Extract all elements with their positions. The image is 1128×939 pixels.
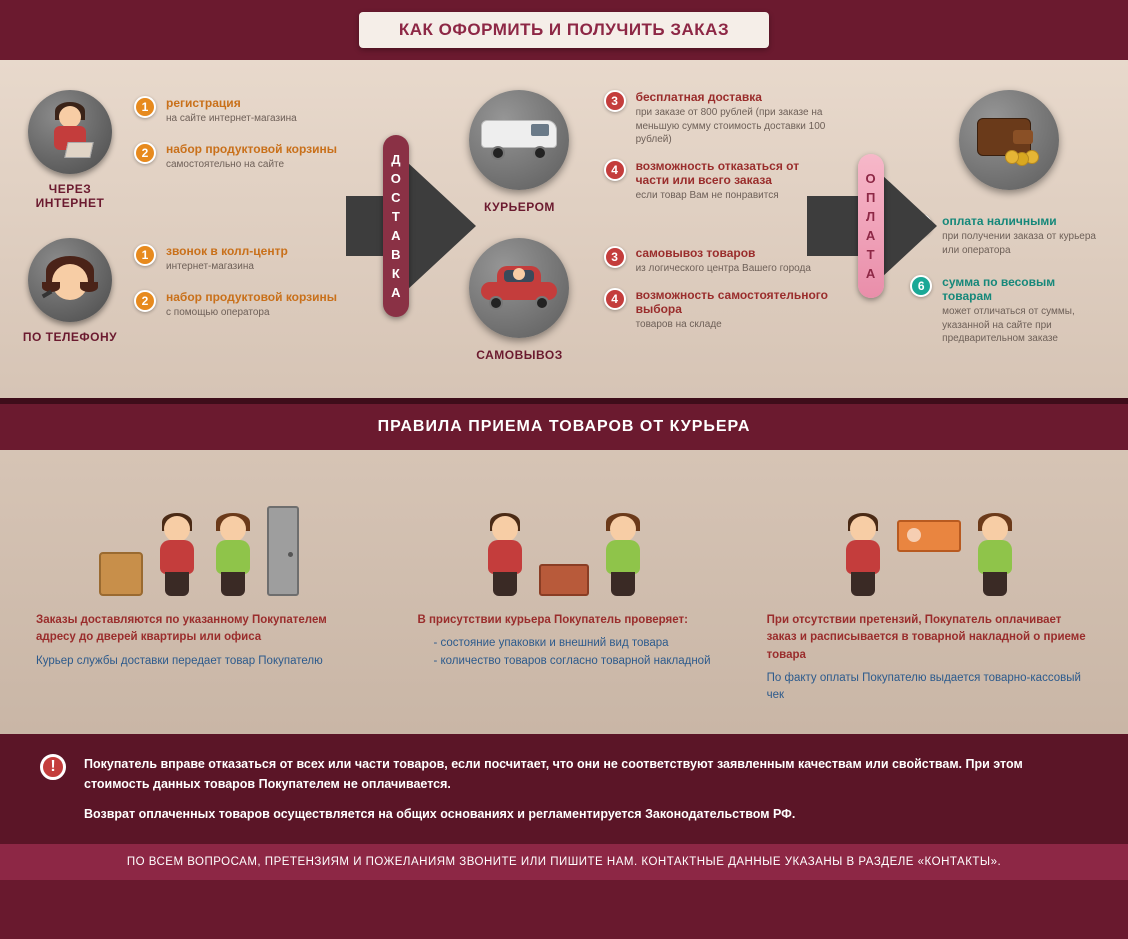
payment-column: 5 оплата наличными при получении заказа …: [910, 90, 1108, 362]
order-flow-section: ЧЕРЕЗ ИНТЕРНЕТ 1 регистрация на сайте ин…: [0, 60, 1128, 398]
method-internet-steps: 1 регистрация на сайте интернет-магазина…: [134, 90, 356, 210]
payment-steps: 5 оплата наличными при получении заказа …: [910, 214, 1108, 346]
delivery-arrow-block: ДОСТАВКА: [356, 90, 435, 362]
notice-block: ! Покупатель вправе отказаться от всех и…: [0, 734, 1128, 844]
badge-4-icon: 4: [604, 159, 626, 181]
courier-details: 3 бесплатная доставка при заказе от 800 …: [604, 90, 831, 202]
rules-header: ПРАВИЛА ПРИЕМА ТОВАРОВ ОТ КУРЬЕРА: [0, 398, 1128, 450]
delivery-pickup-caption: САМОВЫВОЗ: [476, 348, 563, 362]
rule-illus-3: [767, 476, 1092, 596]
car-icon: [469, 238, 569, 338]
step-basket-web: 2 набор продуктовой корзины самостоятель…: [134, 142, 356, 172]
badge-3-icon: 3: [604, 246, 626, 268]
step-free-delivery: 3 бесплатная доставка при заказе от 800 …: [604, 90, 831, 147]
buyer-icon: [973, 516, 1017, 596]
method-phone: ПО ТЕЛЕФОНУ 1 звонок в колл-центр интерн…: [20, 238, 356, 344]
delivery-details-column: 3 бесплатная доставка при заказе от 800 …: [604, 90, 831, 362]
badge-3-icon: 3: [604, 90, 626, 112]
step-refuse: 4 возможность отказаться от части или вс…: [604, 159, 831, 203]
rule-illus-2: [401, 476, 726, 596]
method-phone-icon-wrap: ПО ТЕЛЕФОНУ: [20, 238, 120, 344]
infographic-root: КАК ОФОРМИТЬ И ПОЛУЧИТЬ ЗАКАЗ ЧЕРЕЗ ИНТЕ…: [0, 0, 1128, 880]
van-icon: [469, 90, 569, 190]
wallet-icon: [959, 90, 1059, 190]
step-basket-phone: 2 набор продуктовой корзины с помощью оп…: [134, 290, 356, 320]
badge-2-icon: 2: [134, 142, 156, 164]
door-icon: [267, 506, 299, 596]
badge-4-icon: 4: [604, 288, 626, 310]
method-phone-steps: 1 звонок в колл-центр интернет-магазина …: [134, 238, 356, 344]
step-registration: 1 регистрация на сайте интернет-магазина: [134, 96, 356, 126]
rule-col-1: Заказы доставляются по указанному Покупа…: [36, 476, 361, 704]
step-weight-sum: 6 сумма по весовым товарам может отличат…: [910, 275, 1108, 346]
order-methods-column: ЧЕРЕЗ ИНТЕРНЕТ 1 регистрация на сайте ин…: [20, 90, 356, 362]
badge-1-icon: 1: [134, 244, 156, 266]
footer-bar: ПО ВСЕМ ВОПРОСАМ, ПРЕТЕНЗИЯМ И ПОЖЕЛАНИЯ…: [0, 844, 1128, 880]
rule-col-2: В присутствии курьера Покупатель проверя…: [401, 476, 726, 704]
buyer-icon: [211, 516, 255, 596]
courier-icon: [841, 516, 885, 596]
step-self-pickup: 3 самовывоз товаров из логического центр…: [604, 246, 831, 276]
delivery-courier-caption: КУРЬЕРОМ: [484, 200, 555, 214]
pickup-details: 3 самовывоз товаров из логического центр…: [604, 246, 831, 331]
delivery-vertical-label: ДОСТАВКА: [383, 135, 409, 317]
payment-vertical-label: ОПЛАТА: [858, 154, 884, 298]
badge-2-icon: 2: [134, 290, 156, 312]
exclamation-icon: !: [40, 754, 66, 780]
arrow-right-icon: [346, 151, 476, 301]
buyer-icon: [601, 516, 645, 596]
method-internet-icon-wrap: ЧЕРЕЗ ИНТЕРНЕТ: [20, 90, 120, 210]
courier-icon: [155, 516, 199, 596]
header-title: КАК ОФОРМИТЬ И ПОЛУЧИТЬ ЗАКАЗ: [359, 12, 769, 48]
courier-icon: [483, 516, 527, 596]
method-internet-caption: ЧЕРЕЗ ИНТЕРНЕТ: [20, 182, 120, 210]
banknote-icon: [897, 520, 961, 552]
method-phone-caption: ПО ТЕЛЕФОНУ: [23, 330, 117, 344]
badge-1-icon: 1: [134, 96, 156, 118]
rule-illus-1: [36, 476, 361, 596]
girl-laptop-icon: [28, 90, 112, 174]
step-cash: 5 оплата наличными при получении заказа …: [910, 214, 1108, 257]
rules-body: Заказы доставляются по указанному Покупа…: [0, 450, 1128, 734]
step-self-choice: 4 возможность самостоятельного выбора то…: [604, 288, 831, 332]
method-internet: ЧЕРЕЗ ИНТЕРНЕТ 1 регистрация на сайте ин…: [20, 90, 356, 210]
step-call: 1 звонок в колл-центр интернет-магазина: [134, 244, 356, 274]
payment-arrow-block: ОПЛАТА: [831, 90, 910, 362]
girl-headset-icon: [28, 238, 112, 322]
rule-col-3: При отсутствии претензий, Покупатель опл…: [767, 476, 1092, 704]
header-band: КАК ОФОРМИТЬ И ПОЛУЧИТЬ ЗАКАЗ: [0, 0, 1128, 60]
box-icon: [99, 552, 143, 596]
crate-icon: [539, 564, 589, 596]
